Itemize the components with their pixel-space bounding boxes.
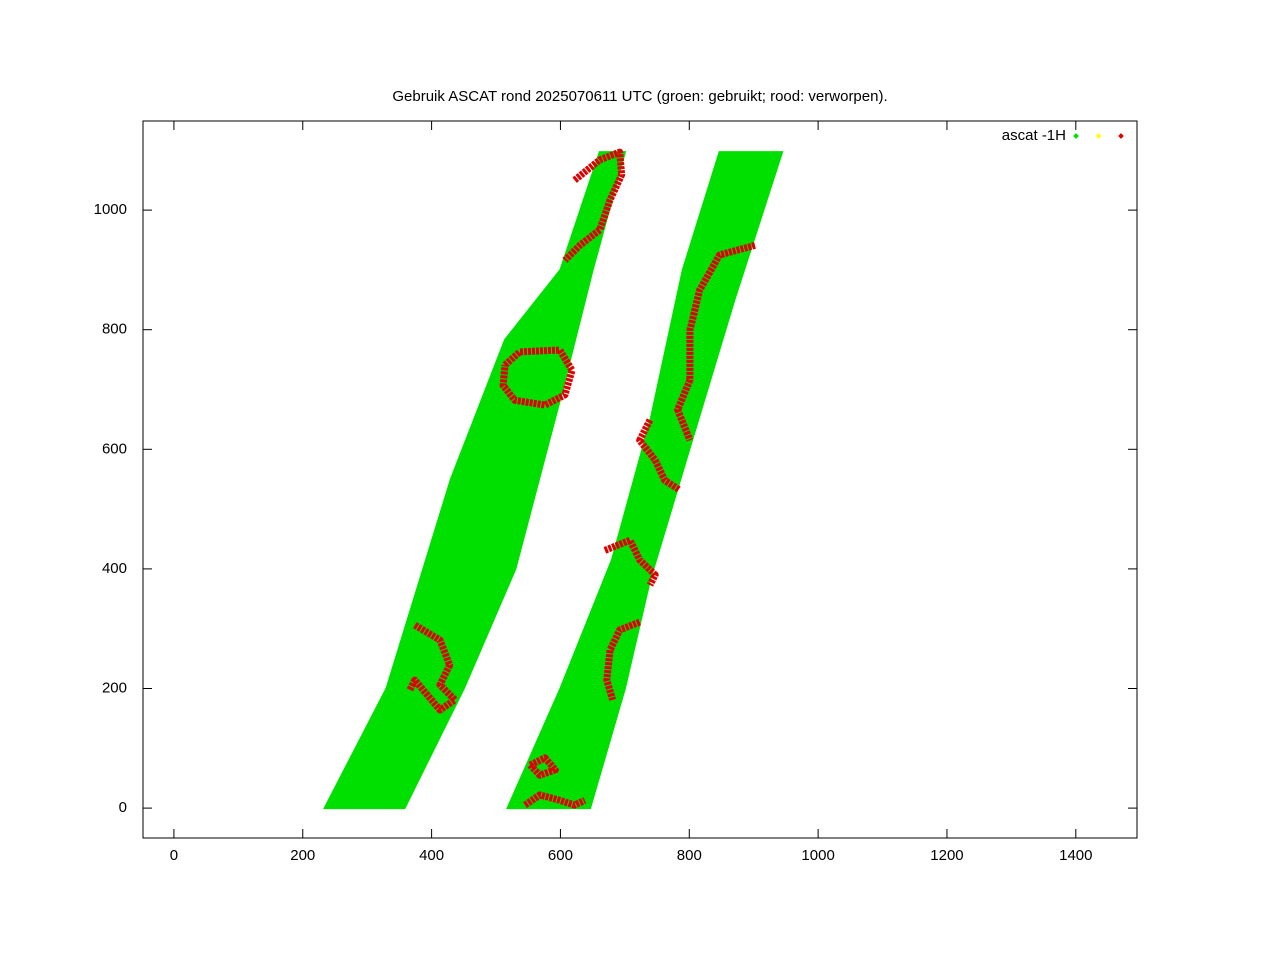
x-tick-label: 800: [677, 847, 702, 864]
rejected-points: [562, 148, 626, 263]
plot-frame: [142, 120, 1138, 839]
y-tick-label: 600: [102, 440, 127, 457]
y-tick-label: 1000: [94, 201, 127, 218]
y-tick-label: 400: [102, 560, 127, 577]
legend-marker: [1095, 133, 1102, 139]
y-tick-label: 800: [102, 321, 127, 338]
rejected-points: [406, 622, 459, 714]
x-tick-label: 600: [548, 847, 573, 864]
rejected-points: [603, 618, 641, 701]
legend-label: ascat -1H: [1002, 127, 1066, 144]
rejected-points: [523, 791, 587, 809]
swath: [323, 151, 627, 810]
legend-marker: [1118, 133, 1124, 139]
y-tick-label: 200: [102, 679, 127, 696]
x-tick-label: 1400: [1059, 847, 1092, 864]
rejected-points: [527, 754, 559, 779]
swath: [506, 151, 784, 810]
x-tick-label: 200: [290, 847, 315, 864]
legend-marker: [1073, 133, 1079, 139]
chart-title: Gebruik ASCAT rond 2025070611 UTC (groen…: [392, 88, 887, 105]
x-tick-label: 1000: [801, 847, 834, 864]
x-tick-label: 1200: [930, 847, 963, 864]
rejected-points: [499, 346, 576, 409]
y-tick-label: 0: [119, 799, 127, 816]
rejected-points: [674, 242, 756, 442]
rejected-points: [636, 418, 682, 493]
rejected-points: [603, 536, 659, 587]
x-tick-label: 0: [170, 847, 178, 864]
x-tick-label: 400: [419, 847, 444, 864]
